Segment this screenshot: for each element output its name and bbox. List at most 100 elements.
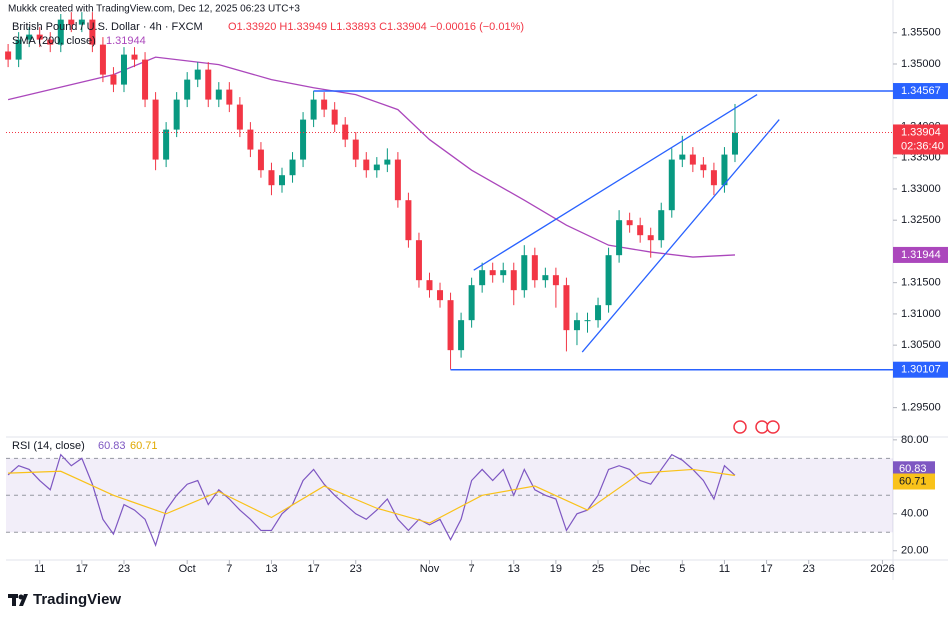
candle-body bbox=[142, 59, 149, 100]
y-tick-label: 1.31000 bbox=[901, 308, 941, 320]
last-price-tag bbox=[893, 124, 948, 155]
rsi-tag bbox=[893, 461, 935, 478]
symbol: British Pound / U.S. Dollar · 4h · FXCM bbox=[12, 21, 203, 33]
candle-body bbox=[173, 99, 180, 130]
event-flag[interactable] bbox=[766, 420, 780, 434]
candle-body bbox=[731, 132, 738, 155]
candle-body bbox=[458, 320, 465, 351]
attribution: Mukkk created with TradingView.com, Dec … bbox=[8, 4, 300, 15]
candle-body bbox=[595, 305, 602, 321]
x-tick-label: 23 bbox=[803, 563, 815, 575]
candle-body bbox=[110, 74, 117, 85]
candle-body bbox=[120, 54, 127, 85]
candle-body bbox=[78, 19, 85, 25]
candle-body bbox=[605, 255, 612, 306]
event-flag[interactable] bbox=[755, 420, 769, 434]
candle-body bbox=[626, 220, 633, 226]
level-label: 1.30107 bbox=[901, 364, 941, 376]
tags: 1.34567 1.30107 1.33904 02:36:40 1.31944 60.8… bbox=[893, 83, 948, 490]
event-flag[interactable] bbox=[733, 420, 747, 434]
trend-line bbox=[581, 119, 780, 353]
x-tick-label: 7 bbox=[469, 563, 475, 575]
rsi-tag-label: 60.71 bbox=[899, 475, 927, 487]
rsi-line bbox=[8, 468, 736, 524]
sma-legend: SMA (200, close) bbox=[12, 35, 96, 47]
candle-body bbox=[184, 79, 191, 100]
candle-body bbox=[194, 69, 201, 80]
candle-body bbox=[321, 99, 328, 110]
x-tick-label: Oct bbox=[179, 563, 196, 575]
y-tick-label: 1.35500 bbox=[901, 27, 941, 39]
candle-body bbox=[310, 99, 317, 120]
candle-body bbox=[363, 159, 370, 171]
candle-body bbox=[700, 164, 707, 171]
sma-line bbox=[7, 56, 736, 258]
sma-label: 1.31944 bbox=[901, 249, 941, 261]
candle-body bbox=[215, 89, 222, 100]
x-tick-label: 5 bbox=[679, 563, 685, 575]
candle-body bbox=[689, 154, 696, 165]
rsi-tag-label: 60.83 bbox=[899, 463, 927, 475]
x-tick-label: 2026 bbox=[870, 563, 894, 575]
y-tick-label: 80.00 bbox=[901, 434, 929, 446]
candle-body bbox=[15, 39, 22, 60]
x-tick-label: Nov bbox=[420, 563, 440, 575]
candle-body bbox=[47, 39, 54, 45]
candle-body bbox=[279, 175, 286, 186]
candle-body bbox=[226, 89, 233, 105]
candle-body bbox=[89, 19, 96, 45]
x-tick-label: 17 bbox=[760, 563, 772, 575]
candle-body bbox=[415, 240, 422, 281]
candle-body bbox=[468, 285, 475, 321]
countdown: 02:36:40 bbox=[901, 140, 944, 152]
candle-body bbox=[131, 54, 138, 60]
x-tick-label: 17 bbox=[76, 563, 88, 575]
candle-body bbox=[668, 159, 675, 211]
last-price-label: 1.33904 bbox=[901, 126, 941, 138]
candle-body bbox=[521, 255, 528, 291]
level-tag bbox=[893, 361, 948, 378]
y-tick-label: 1.29500 bbox=[901, 402, 941, 414]
candle-body bbox=[300, 119, 307, 160]
x-tick-label: 19 bbox=[550, 563, 562, 575]
candle-body bbox=[552, 275, 559, 286]
candle-body bbox=[584, 320, 591, 322]
candle-body bbox=[616, 220, 623, 256]
sma-legend-value: 1.31944 bbox=[106, 35, 146, 47]
candle-body bbox=[57, 19, 64, 45]
x-tick-label: 11 bbox=[719, 563, 730, 575]
level-label: 1.34567 bbox=[901, 85, 941, 97]
candle-body bbox=[247, 129, 254, 150]
brand: TradingView bbox=[33, 591, 121, 608]
candle-body bbox=[68, 19, 75, 25]
trend-line bbox=[473, 94, 758, 271]
candle-body bbox=[394, 159, 401, 201]
x-tick-label: 17 bbox=[307, 563, 319, 575]
candle-body bbox=[99, 44, 106, 75]
y-tick-label: 1.33000 bbox=[901, 183, 941, 195]
candle-body bbox=[268, 170, 275, 186]
candle-body bbox=[647, 235, 654, 241]
x-tick-label: Dec bbox=[630, 563, 650, 575]
candle-body bbox=[479, 270, 486, 286]
y-tick-label: 20.00 bbox=[901, 545, 929, 557]
ohlc-legend: O1.33920 H1.33949 L1.33893 C1.33904 −0.0… bbox=[228, 21, 524, 33]
candle-body bbox=[500, 270, 507, 276]
y-tick-label: 1.35000 bbox=[901, 58, 941, 70]
candle-body bbox=[163, 129, 170, 160]
x-tick-label: 13 bbox=[508, 563, 520, 575]
x-tick-label: 11 bbox=[34, 563, 45, 575]
candle-body bbox=[405, 200, 412, 241]
candle-body bbox=[5, 51, 12, 60]
candle-body bbox=[531, 255, 538, 281]
rsi-ma-legend-value: 60.71 bbox=[130, 440, 158, 452]
candle-body bbox=[352, 139, 359, 160]
candle-body bbox=[447, 300, 454, 351]
level-tag bbox=[893, 83, 948, 100]
x-tick-label: 7 bbox=[226, 563, 232, 575]
candle-body bbox=[658, 210, 665, 241]
candle-body bbox=[152, 99, 159, 160]
y-tick-label: 1.31500 bbox=[901, 277, 941, 289]
candle-body bbox=[489, 270, 496, 276]
